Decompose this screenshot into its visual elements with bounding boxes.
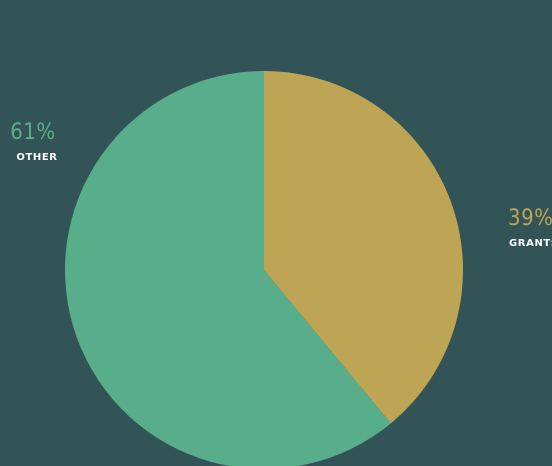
- slice-grants-category-label: GRANTS: [509, 238, 552, 249]
- slice-other-category-label: OTHER: [16, 152, 57, 163]
- pie-slice-other: [65, 71, 391, 466]
- pie-slice-grants: [264, 71, 464, 424]
- slice-grants-percent-label: 39%: [508, 206, 552, 231]
- pie-slices: [65, 71, 464, 466]
- slice-other-percent-label: 61%: [10, 120, 56, 145]
